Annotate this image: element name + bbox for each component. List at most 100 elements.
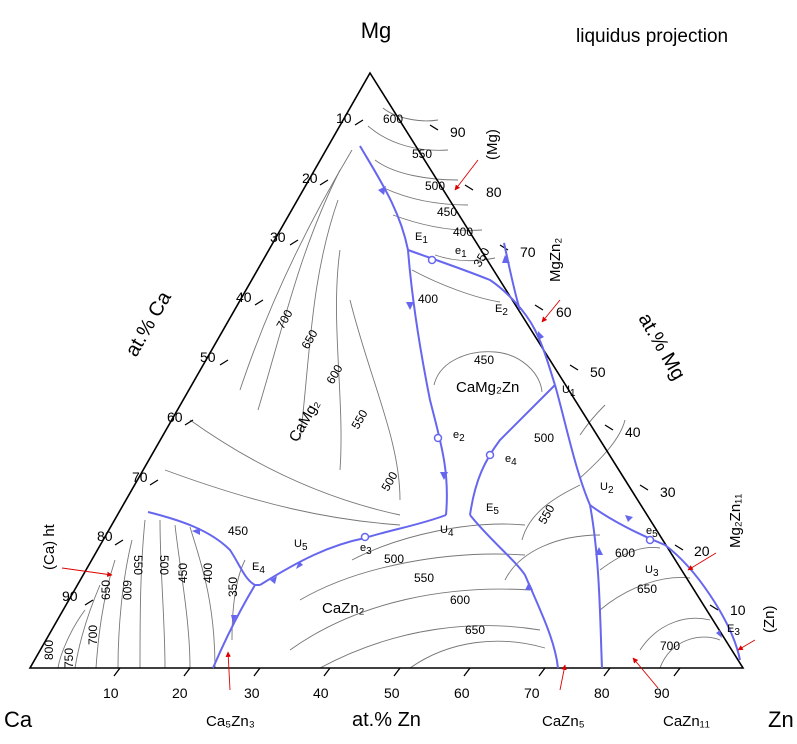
svg-text:E3: E3 (727, 623, 740, 638)
svg-text:80: 80 (594, 685, 610, 701)
svg-text:600: 600 (323, 362, 345, 387)
svg-text:60: 60 (167, 409, 183, 425)
svg-text:50: 50 (200, 349, 216, 365)
svg-text:650: 650 (465, 623, 485, 637)
svg-text:e5: e5 (646, 525, 658, 540)
isotherm-labels: 600 550 500 450 400 350 400 450 700 650 … (42, 112, 680, 668)
svg-text:E2: E2 (495, 303, 508, 318)
svg-text:450: 450 (176, 563, 190, 583)
svg-text:E5: E5 (486, 502, 499, 517)
svg-text:e2: e2 (453, 429, 465, 444)
triangle-frame (28, 71, 745, 669)
phase-cazn5: CaZn₅ (542, 713, 585, 730)
svg-text:600: 600 (120, 580, 134, 600)
svg-text:500: 500 (157, 555, 171, 575)
corner-label-zn: Zn (768, 707, 794, 732)
phase-mg: (Mg) (484, 129, 501, 160)
svg-text:600: 600 (615, 546, 635, 560)
axis-label-mg: at.% Mg (634, 310, 690, 385)
svg-text:U5: U5 (294, 538, 308, 553)
isotherm-lines (57, 107, 721, 669)
svg-text:U4: U4 (440, 524, 454, 539)
svg-text:600: 600 (383, 112, 403, 126)
svg-text:10: 10 (336, 110, 352, 126)
boundary-arrows (192, 186, 722, 638)
svg-text:e1: e1 (455, 245, 467, 260)
svg-text:U2: U2 (600, 481, 614, 496)
corner-label-mg: Mg (361, 18, 392, 43)
diagram-title: liquidus projection (576, 26, 728, 47)
svg-text:70: 70 (524, 685, 540, 701)
phase-ca5zn3: Ca₅Zn₃ (206, 713, 255, 730)
svg-text:650: 650 (637, 582, 657, 596)
svg-text:20: 20 (172, 685, 188, 701)
invariant-point-labels: E1 E2 E3 E4 E5 e1 e2 e3 e4 e5 U1 U2 U3 U… (252, 231, 740, 638)
phase-mg2zn11: Mg₂Zn₁₁ (727, 494, 744, 548)
svg-text:80: 80 (97, 528, 113, 544)
svg-text:500: 500 (425, 179, 445, 193)
bottom-tick-labels: 10 20 30 40 50 60 70 80 90 (103, 685, 670, 701)
svg-text:500: 500 (384, 552, 404, 566)
left-tick-labels: 10 20 30 40 50 60 70 80 90 (62, 110, 352, 604)
svg-text:E4: E4 (252, 561, 265, 576)
svg-text:90: 90 (450, 124, 466, 140)
axis-label-ca: at.% Ca (121, 287, 176, 360)
svg-text:400: 400 (453, 225, 473, 239)
svg-text:700: 700 (273, 307, 295, 332)
svg-text:800: 800 (42, 640, 56, 660)
phase-zn: (Zn) (761, 606, 778, 634)
svg-text:10: 10 (730, 602, 746, 618)
tick-marks (84, 119, 719, 677)
svg-text:550: 550 (348, 407, 370, 432)
svg-text:40: 40 (313, 685, 329, 701)
phase-cazn2: CaZn₂ (322, 600, 365, 617)
svg-text:500: 500 (534, 431, 554, 445)
svg-text:60: 60 (556, 304, 572, 320)
svg-text:350: 350 (470, 245, 492, 270)
svg-text:650: 650 (298, 327, 320, 352)
svg-text:450: 450 (474, 353, 494, 367)
phase-labels: CaMg₂ CaMg₂Zn CaZn₂ (Mg) MgZn₂ Mg₂Zn₁₁ (… (41, 129, 778, 730)
svg-text:500: 500 (378, 469, 400, 494)
svg-text:700: 700 (660, 639, 680, 653)
svg-text:20: 20 (302, 170, 318, 186)
phase-camg2: CaMg₂ (286, 397, 324, 445)
svg-text:400: 400 (418, 292, 438, 306)
phase-cazn11: CaZn₁₁ (663, 713, 710, 730)
svg-text:70: 70 (132, 469, 148, 485)
svg-text:40: 40 (236, 289, 252, 305)
svg-text:350: 350 (226, 577, 240, 597)
svg-text:550: 550 (414, 571, 434, 585)
invariant-point-circles (360, 255, 655, 545)
svg-text:600: 600 (450, 593, 470, 607)
svg-text:750: 750 (62, 648, 76, 668)
axis-label-zn: at.% Zn (352, 709, 421, 731)
phase-ca-ht: (Ca) ht (41, 523, 58, 570)
svg-text:e4: e4 (505, 453, 517, 468)
svg-text:30: 30 (244, 685, 260, 701)
phase-mgzn2: MgZn₂ (547, 238, 564, 282)
svg-text:E1: E1 (415, 231, 428, 246)
right-tick-labels: 90 80 70 60 50 40 30 20 10 (450, 124, 746, 618)
svg-text:450: 450 (228, 524, 248, 538)
svg-text:30: 30 (660, 484, 676, 500)
svg-text:30: 30 (270, 229, 286, 245)
svg-text:550: 550 (131, 555, 145, 575)
phase-camg2zn: CaMg₂Zn (456, 379, 519, 396)
pointer-arrows (61, 159, 756, 691)
svg-text:U3: U3 (645, 564, 659, 579)
svg-text:90: 90 (62, 588, 78, 604)
svg-text:50: 50 (590, 364, 606, 380)
svg-text:U1: U1 (562, 384, 576, 399)
svg-text:10: 10 (103, 685, 119, 701)
svg-text:550: 550 (412, 147, 432, 161)
svg-text:60: 60 (454, 685, 470, 701)
corner-label-ca: Ca (4, 707, 33, 732)
svg-text:650: 650 (99, 580, 113, 600)
svg-text:20: 20 (694, 543, 710, 559)
svg-text:90: 90 (654, 685, 670, 701)
svg-text:700: 700 (86, 625, 100, 645)
svg-text:550: 550 (535, 502, 557, 527)
svg-text:450: 450 (437, 205, 457, 219)
